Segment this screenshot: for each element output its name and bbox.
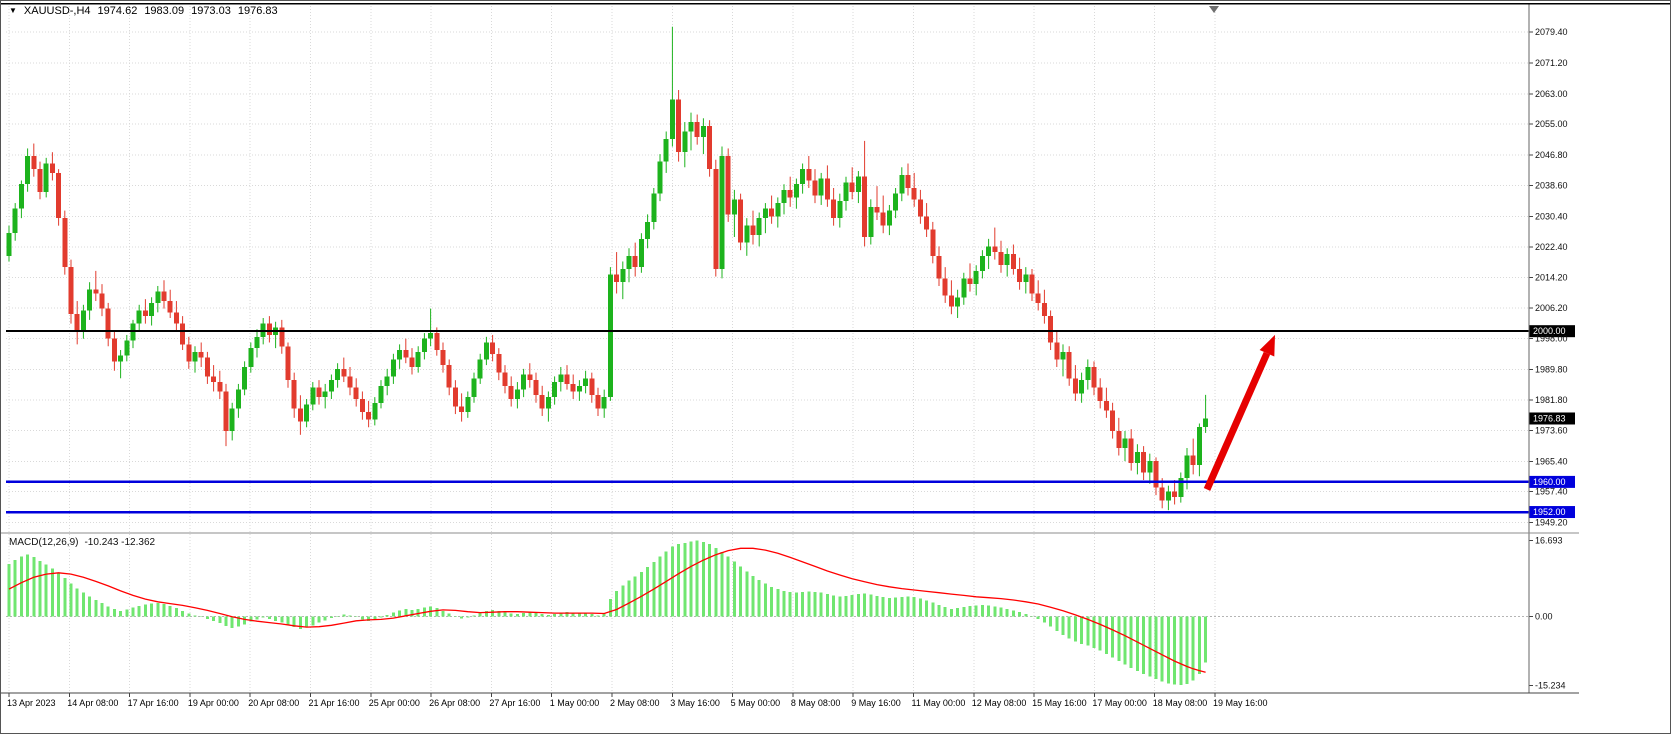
svg-text:21 Apr 16:00: 21 Apr 16:00 xyxy=(309,698,360,708)
svg-text:13 Apr 2023: 13 Apr 2023 xyxy=(7,698,56,708)
svg-text:1 May 00:00: 1 May 00:00 xyxy=(550,698,600,708)
svg-text:26 Apr 08:00: 26 Apr 08:00 xyxy=(429,698,480,708)
svg-text:2 May 08:00: 2 May 08:00 xyxy=(610,698,660,708)
svg-text:1998.00: 1998.00 xyxy=(1535,334,1568,344)
svg-text:27 Apr 16:00: 27 Apr 16:00 xyxy=(489,698,540,708)
chart-header: ▼ XAUUSD-,H4 1974.62 1983.09 1973.03 197… xyxy=(9,5,278,17)
time-scale[interactable]: 13 Apr 2023 14 Apr 08:00 17 Apr 16:00 19 Ap… xyxy=(7,693,1268,708)
svg-text:25 Apr 00:00: 25 Apr 00:00 xyxy=(369,698,420,708)
svg-text:1952.00: 1952.00 xyxy=(1533,507,1566,517)
svg-text:1989.80: 1989.80 xyxy=(1535,365,1568,375)
svg-text:1976.83: 1976.83 xyxy=(1533,413,1566,423)
trend-arrow-annotation[interactable] xyxy=(1203,334,1275,491)
svg-text:18 May 08:00: 18 May 08:00 xyxy=(1153,698,1208,708)
svg-text:2006.20: 2006.20 xyxy=(1535,303,1568,313)
svg-text:2046.80: 2046.80 xyxy=(1535,150,1568,160)
grid xyxy=(6,6,1529,693)
svg-text:8 May 08:00: 8 May 08:00 xyxy=(791,698,841,708)
svg-text:9 May 16:00: 9 May 16:00 xyxy=(851,698,901,708)
svg-text:3 May 16:00: 3 May 16:00 xyxy=(670,698,720,708)
svg-text:14 Apr 08:00: 14 Apr 08:00 xyxy=(67,698,118,708)
ohlc-open-value: 1974.62 xyxy=(97,5,138,17)
svg-text:2022.40: 2022.40 xyxy=(1535,242,1568,252)
svg-text:-15.234: -15.234 xyxy=(1535,680,1566,690)
svg-text:17 May 00:00: 17 May 00:00 xyxy=(1092,698,1147,708)
macd-indicator xyxy=(7,540,1208,686)
macd-values: -10.243 -12.362 xyxy=(84,537,156,548)
svg-text:2000.00: 2000.00 xyxy=(1533,326,1566,336)
symbol-dropdown-icon[interactable]: ▼ xyxy=(9,6,17,15)
macd-indicator-label: MACD(12,26,9) -10.243 -12.362 xyxy=(9,537,155,548)
horizontal-level-lines[interactable]: 2000.00 1960.00 1952.00 1976.83 xyxy=(6,325,1575,519)
svg-text:1949.20: 1949.20 xyxy=(1535,518,1568,528)
chart-shift-marker[interactable] xyxy=(1209,6,1219,13)
svg-text:2079.40: 2079.40 xyxy=(1535,27,1568,37)
svg-text:5 May 00:00: 5 May 00:00 xyxy=(731,698,781,708)
svg-text:20 Apr 08:00: 20 Apr 08:00 xyxy=(248,698,299,708)
svg-text:2014.20: 2014.20 xyxy=(1535,273,1568,283)
svg-text:19 May 16:00: 19 May 16:00 xyxy=(1213,698,1268,708)
ohlc-high-value: 1983.09 xyxy=(144,5,185,17)
ohlc-low-value: 1973.03 xyxy=(191,5,231,17)
svg-text:2038.60: 2038.60 xyxy=(1535,181,1568,191)
svg-text:0.00: 0.00 xyxy=(1535,611,1553,621)
candlestick-series xyxy=(6,26,1209,511)
svg-text:2055.00: 2055.00 xyxy=(1535,119,1568,129)
pane-separators xyxy=(1,2,1670,694)
macd-name: MACD(12,26,9) xyxy=(9,537,79,548)
svg-text:17 Apr 16:00: 17 Apr 16:00 xyxy=(128,698,179,708)
svg-text:2030.40: 2030.40 xyxy=(1535,212,1568,222)
svg-text:1981.80: 1981.80 xyxy=(1535,395,1568,405)
svg-text:12 May 08:00: 12 May 08:00 xyxy=(972,698,1027,708)
svg-text:2063.00: 2063.00 xyxy=(1535,89,1568,99)
price-scale[interactable]: 2079.40 2071.20 2063.00 2055.00 2046.80 2038.… xyxy=(1528,4,1568,693)
symbol-period-label: XAUUSD-,H4 xyxy=(23,5,91,17)
svg-text:2071.20: 2071.20 xyxy=(1535,58,1568,68)
svg-text:1957.40: 1957.40 xyxy=(1535,487,1568,497)
svg-text:11 May 00:00: 11 May 00:00 xyxy=(912,698,966,708)
svg-text:1973.60: 1973.60 xyxy=(1535,426,1568,436)
svg-text:1965.40: 1965.40 xyxy=(1535,457,1568,467)
svg-text:1960.00: 1960.00 xyxy=(1533,477,1566,487)
ohlc-close-value: 1976.83 xyxy=(237,5,278,17)
svg-text:19 Apr 00:00: 19 Apr 00:00 xyxy=(188,698,239,708)
svg-text:16.693: 16.693 xyxy=(1535,536,1563,546)
svg-text:15 May 16:00: 15 May 16:00 xyxy=(1032,698,1087,708)
